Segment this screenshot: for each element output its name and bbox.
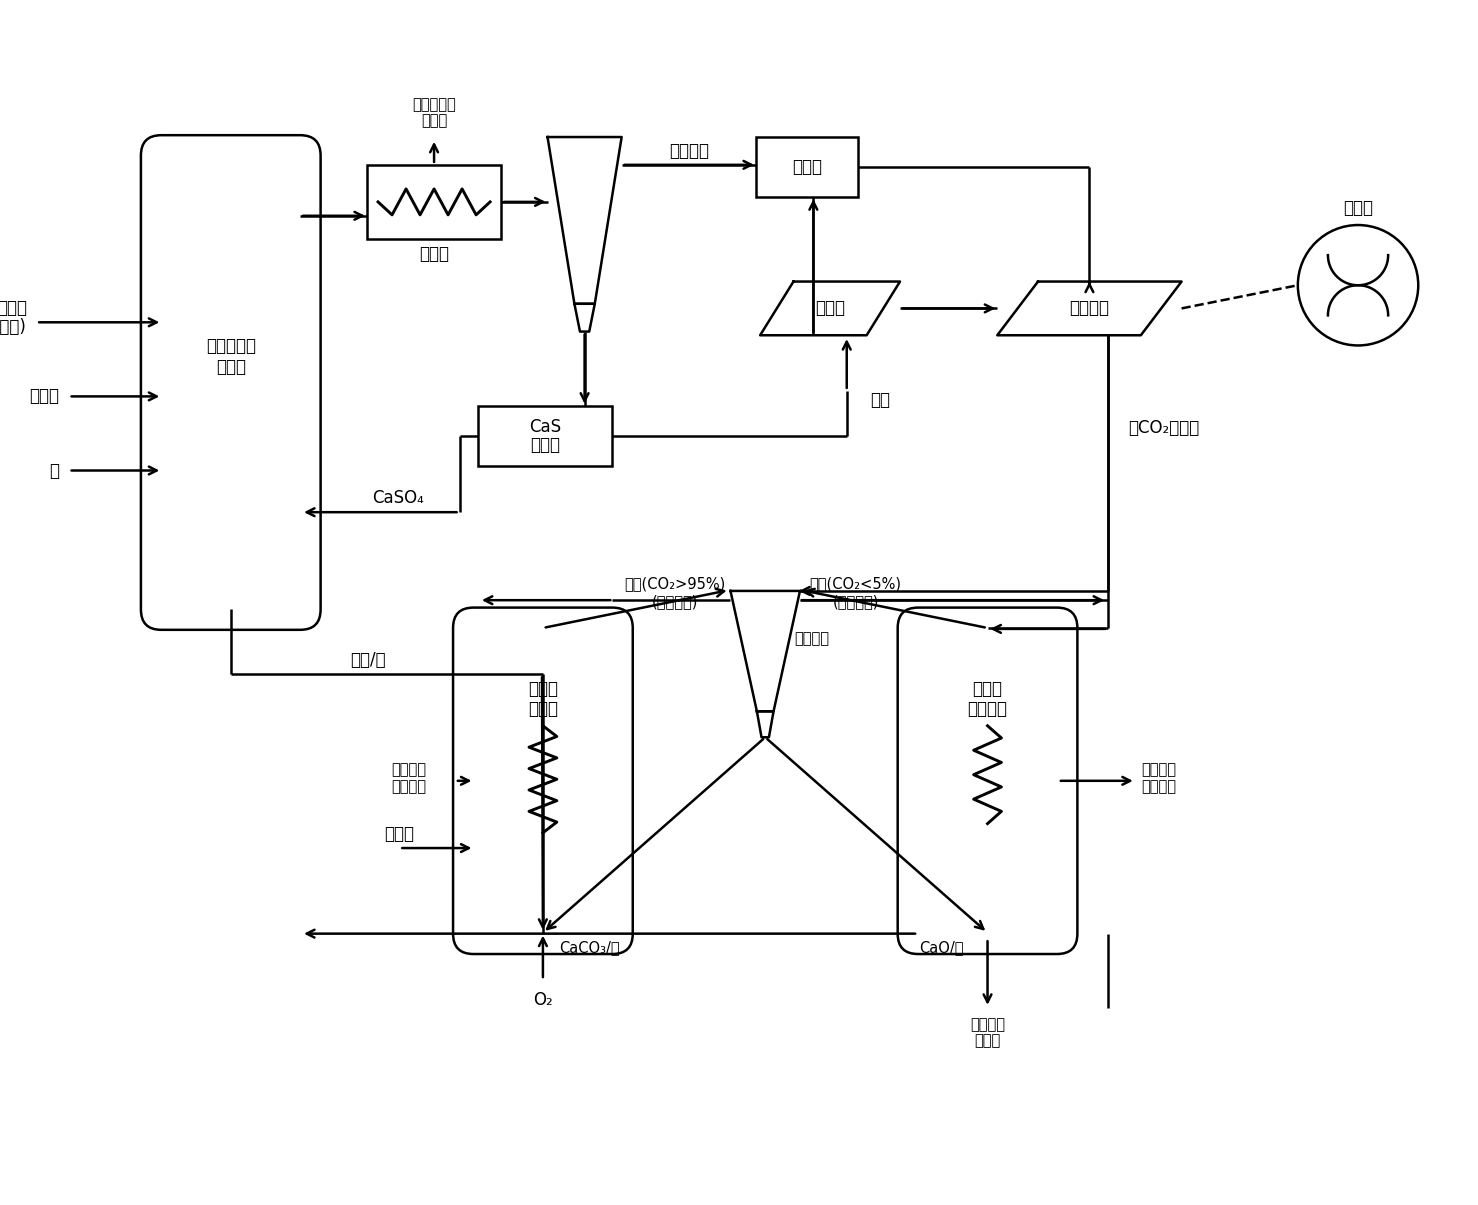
- Text: 去汽轮机: 去汽轮机: [392, 763, 426, 777]
- Text: 石灰石: 石灰石: [384, 825, 414, 844]
- Text: 发电系统: 发电系统: [392, 778, 426, 794]
- Text: 净化煤气: 净化煤气: [670, 142, 709, 160]
- Text: 空气: 空气: [871, 392, 890, 410]
- Polygon shape: [730, 590, 800, 711]
- Text: 气化炉: 气化炉: [216, 358, 245, 376]
- FancyBboxPatch shape: [454, 607, 633, 954]
- Text: 半焦/灰: 半焦/灰: [350, 652, 386, 670]
- FancyBboxPatch shape: [140, 135, 321, 630]
- Polygon shape: [757, 711, 773, 737]
- Text: (脱硫剂): (脱硫剂): [0, 318, 27, 336]
- Polygon shape: [547, 137, 622, 304]
- Text: 剂和灰: 剂和灰: [974, 1034, 1001, 1048]
- Polygon shape: [998, 282, 1181, 335]
- Text: 冷却器: 冷却器: [420, 245, 449, 263]
- Text: 流化床: 流化床: [973, 680, 1002, 698]
- Text: 水蒸汽: 水蒸汽: [30, 387, 59, 405]
- Text: 石灰石: 石灰石: [0, 299, 27, 317]
- Text: 煅烧炉: 煅烧炉: [528, 700, 557, 718]
- Text: CaO/灰: CaO/灰: [919, 940, 964, 956]
- Text: 去汽轮机: 去汽轮机: [1141, 763, 1176, 777]
- Text: 发电机: 发电机: [1344, 199, 1373, 217]
- Text: 增压流化床: 增压流化床: [205, 337, 256, 355]
- Text: 电系统: 电系统: [421, 113, 448, 128]
- Bar: [755, 137, 857, 198]
- Text: CaCO₃/灰: CaCO₃/灰: [559, 940, 619, 956]
- Text: 氧化器: 氧化器: [531, 436, 560, 454]
- Text: 含CO₂的乏气: 含CO₂的乏气: [1128, 419, 1199, 437]
- Text: 烟气(CO₂<5%): 烟气(CO₂<5%): [810, 576, 902, 590]
- Text: CaSO₄: CaSO₄: [372, 489, 424, 507]
- Text: 燃烧室: 燃烧室: [792, 158, 822, 176]
- Text: 燃气轮机: 燃气轮机: [1070, 299, 1110, 317]
- Text: 压缩机: 压缩机: [814, 299, 845, 317]
- Bar: [477, 406, 612, 466]
- FancyBboxPatch shape: [897, 607, 1077, 954]
- Text: 流化床: 流化床: [528, 680, 557, 698]
- Text: CaS: CaS: [529, 417, 562, 435]
- Text: O₂: O₂: [534, 992, 553, 1010]
- Text: 发电系统: 发电系统: [1141, 778, 1176, 794]
- Polygon shape: [760, 282, 900, 335]
- Bar: [367, 165, 501, 239]
- Text: 碳酸化炉: 碳酸化炉: [968, 700, 1008, 718]
- Text: (去换热器): (去换热器): [832, 594, 879, 610]
- Polygon shape: [575, 304, 594, 331]
- Text: 去汽轮机发: 去汽轮机发: [412, 98, 455, 112]
- Text: 失活吸收: 失活吸收: [970, 1017, 1005, 1031]
- Text: (去换热器): (去换热器): [652, 594, 698, 610]
- Text: 烟气(CO₂>95%): 烟气(CO₂>95%): [624, 576, 726, 590]
- Text: 气固分离: 气固分离: [794, 631, 829, 647]
- Text: 煤: 煤: [49, 462, 59, 480]
